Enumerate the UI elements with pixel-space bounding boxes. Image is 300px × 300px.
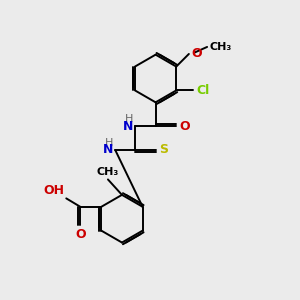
Text: H: H	[125, 114, 133, 124]
Text: O: O	[191, 47, 202, 61]
Text: OH: OH	[44, 184, 65, 197]
Text: N: N	[123, 120, 133, 133]
Text: CH₃: CH₃	[97, 167, 119, 177]
Text: O: O	[75, 228, 86, 242]
Text: O: O	[179, 120, 190, 133]
Text: CH₃: CH₃	[209, 42, 232, 52]
Text: N: N	[103, 143, 113, 157]
Text: H: H	[105, 138, 113, 148]
Text: S: S	[159, 143, 168, 157]
Text: Cl: Cl	[196, 84, 209, 97]
